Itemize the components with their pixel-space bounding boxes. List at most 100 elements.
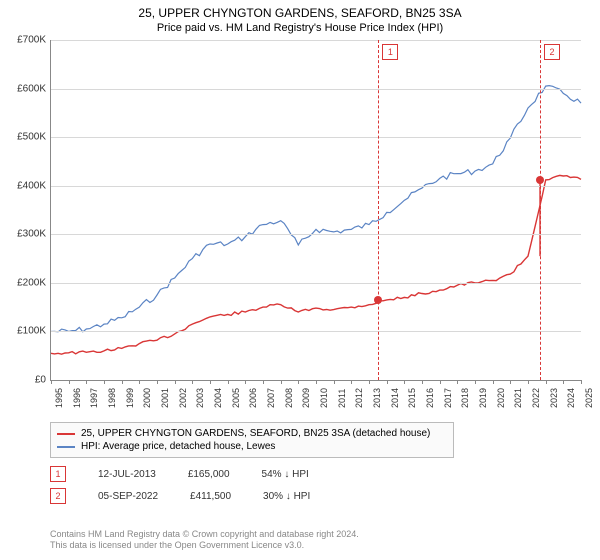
chart-title-line1: 25, UPPER CHYNGTON GARDENS, SEAFORD, BN2… (0, 0, 600, 20)
summary-date: 12-JUL-2013 (98, 469, 156, 480)
x-axis-tick (493, 380, 494, 384)
x-axis-label: 2003 (195, 388, 205, 408)
x-axis-label: 2013 (372, 388, 382, 408)
gridline (51, 89, 581, 90)
x-axis-label: 1999 (125, 388, 135, 408)
x-axis-tick (210, 380, 211, 384)
chart-lines-svg (51, 40, 581, 380)
x-axis-label: 2004 (213, 388, 223, 408)
x-axis-tick (351, 380, 352, 384)
x-axis-tick (192, 380, 193, 384)
chart-plot-area: £0£100K£200K£300K£400K£500K£600K£700K199… (50, 40, 581, 381)
x-axis-tick (581, 380, 582, 384)
x-axis-tick (510, 380, 511, 384)
x-axis-tick (298, 380, 299, 384)
x-axis-tick (139, 380, 140, 384)
x-axis-label: 2002 (178, 388, 188, 408)
x-axis-tick (122, 380, 123, 384)
sales-summary: 1 12-JUL-2013 £165,000 54% ↓ HPI 2 05-SEP-202… (50, 466, 310, 510)
gridline (51, 283, 581, 284)
gridline (51, 234, 581, 235)
y-axis-label: £200K (6, 277, 46, 288)
x-axis-tick (528, 380, 529, 384)
chart-title-line2: Price paid vs. HM Land Registry's House … (0, 20, 600, 34)
x-axis-tick (175, 380, 176, 384)
summary-marker-box: 2 (50, 488, 66, 504)
x-axis-label: 2020 (496, 388, 506, 408)
x-axis-tick (334, 380, 335, 384)
x-axis-tick (404, 380, 405, 384)
legend-row: 25, UPPER CHYNGTON GARDENS, SEAFORD, BN2… (57, 427, 447, 440)
y-axis-label: £300K (6, 229, 46, 240)
x-axis-label: 2017 (443, 388, 453, 408)
x-axis-label: 2019 (478, 388, 488, 408)
legend-label: 25, UPPER CHYNGTON GARDENS, SEAFORD, BN2… (81, 428, 430, 439)
summary-date: 05-SEP-2022 (98, 491, 158, 502)
x-axis-label: 2012 (354, 388, 364, 408)
x-axis-label: 2011 (337, 389, 347, 408)
x-axis-tick (228, 380, 229, 384)
legend-swatch (57, 433, 75, 435)
x-axis-tick (281, 380, 282, 384)
summary-price: £165,000 (188, 469, 230, 480)
gridline (51, 331, 581, 332)
gridline (51, 137, 581, 138)
y-axis-label: £700K (6, 35, 46, 46)
x-axis-label: 2008 (284, 388, 294, 408)
x-axis-label: 2023 (549, 388, 559, 408)
x-axis-label: 2000 (142, 388, 152, 408)
x-axis-label: 2005 (231, 388, 241, 408)
x-axis-label: 2018 (460, 388, 470, 408)
summary-price: £411,500 (190, 491, 231, 502)
chart-footer: Contains HM Land Registry data © Crown c… (50, 529, 359, 552)
x-axis-label: 2001 (160, 388, 170, 408)
x-axis-tick (245, 380, 246, 384)
summary-marker-box: 1 (50, 466, 66, 482)
x-axis-label: 2009 (301, 388, 311, 408)
x-axis-tick (86, 380, 87, 384)
summary-row: 1 12-JUL-2013 £165,000 54% ↓ HPI (50, 466, 310, 482)
x-axis-tick (546, 380, 547, 384)
x-axis-label: 2022 (531, 388, 541, 408)
x-axis-label: 2006 (248, 388, 258, 408)
x-axis-label: 2015 (407, 388, 417, 408)
x-axis-label: 1997 (89, 388, 99, 408)
x-axis-tick (422, 380, 423, 384)
gridline (51, 40, 581, 41)
footer-line1: Contains HM Land Registry data © Crown c… (50, 529, 359, 541)
x-axis-tick (440, 380, 441, 384)
x-axis-label: 2016 (425, 388, 435, 408)
legend-swatch (57, 446, 75, 448)
y-axis-label: £100K (6, 326, 46, 337)
y-axis-label: £500K (6, 132, 46, 143)
x-axis-tick (69, 380, 70, 384)
summary-diff: 30% ↓ HPI (263, 491, 310, 502)
gridline (51, 186, 581, 187)
x-axis-tick (157, 380, 158, 384)
footer-line2: This data is licensed under the Open Gov… (50, 540, 359, 552)
x-axis-tick (316, 380, 317, 384)
y-axis-label: £400K (6, 180, 46, 191)
x-axis-label: 1995 (54, 388, 64, 408)
x-axis-label: 2010 (319, 388, 329, 408)
x-axis-tick (51, 380, 52, 384)
x-axis-label: 2021 (513, 388, 523, 408)
x-axis-tick (563, 380, 564, 384)
x-axis-label: 2025 (584, 388, 594, 408)
sale-vertical-line (378, 40, 379, 380)
x-axis-tick (104, 380, 105, 384)
sale-point-marker (374, 296, 382, 304)
sale-marker-box: 2 (544, 44, 560, 60)
chart-container: 25, UPPER CHYNGTON GARDENS, SEAFORD, BN2… (0, 0, 600, 560)
series-line (51, 86, 581, 332)
x-axis-tick (369, 380, 370, 384)
x-axis-label: 2024 (566, 388, 576, 408)
x-axis-tick (263, 380, 264, 384)
sale-vertical-line (540, 40, 541, 380)
sale-point-marker (536, 176, 544, 184)
x-axis-label: 2007 (266, 388, 276, 408)
y-axis-label: £600K (6, 83, 46, 94)
summary-diff: 54% ↓ HPI (262, 469, 309, 480)
x-axis-label: 1996 (72, 388, 82, 408)
x-axis-tick (387, 380, 388, 384)
